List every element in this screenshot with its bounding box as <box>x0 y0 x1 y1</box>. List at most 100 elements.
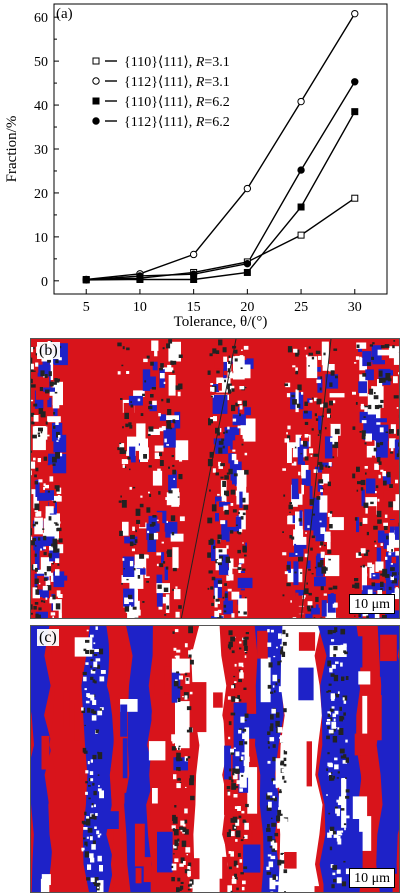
grain-boundary-speckle <box>332 831 336 835</box>
grain-patch <box>362 351 372 367</box>
grain-boundary-speckle <box>81 707 84 711</box>
grain-boundary-speckle <box>35 512 39 517</box>
grain-patch <box>53 575 68 581</box>
grain-patch <box>159 369 165 388</box>
grain-boundary-speckle <box>371 356 374 360</box>
grain-boundary-speckle <box>173 549 176 552</box>
grain-boundary-speckle <box>178 747 180 750</box>
grain-boundary-speckle <box>230 890 233 892</box>
grain-patch <box>321 600 327 617</box>
grain-boundary-speckle <box>345 777 347 779</box>
grain-boundary-speckle <box>40 600 44 603</box>
grain-boundary-speckle <box>332 427 337 430</box>
grain-boundary-speckle <box>367 562 372 568</box>
grain-boundary-speckle <box>40 412 46 417</box>
grain-boundary-speckle <box>34 481 38 485</box>
grain-boundary-speckle <box>177 686 181 689</box>
grain-boundary-speckle <box>43 551 47 556</box>
grain-patch <box>172 547 179 569</box>
grain-boundary-speckle <box>232 816 238 823</box>
grain-boundary-speckle <box>95 626 98 630</box>
legend-marker-3 <box>92 97 100 105</box>
grain-boundary-speckle <box>228 355 231 359</box>
grain-boundary-speckle <box>223 610 227 613</box>
grain-patch <box>53 590 61 597</box>
grain-patch <box>395 494 399 502</box>
grain-boundary-speckle <box>220 380 225 383</box>
grain-boundary-speckle <box>343 712 346 716</box>
grain-boundary-speckle <box>94 680 97 684</box>
grain-boundary-speckle <box>391 549 393 552</box>
grain-patch <box>44 571 50 579</box>
grain-boundary-speckle <box>287 425 291 430</box>
grain-boundary-speckle <box>47 359 51 363</box>
grain-boundary-speckle <box>31 347 34 353</box>
grain-boundary-speckle <box>177 496 180 498</box>
grain-boundary-speckle <box>328 812 331 815</box>
grain-boundary-speckle <box>31 421 35 425</box>
grain-boundary-speckle <box>127 456 131 460</box>
grain-boundary-speckle <box>326 719 331 722</box>
grain-boundary-speckle <box>236 531 239 534</box>
grain-boundary-speckle <box>178 702 184 710</box>
grain-boundary-speckle <box>208 570 213 574</box>
grain-boundary-speckle <box>332 736 338 743</box>
grain-boundary-speckle <box>391 582 394 584</box>
grain-boundary-speckle <box>53 412 56 415</box>
grain-boundary-speckle <box>55 558 60 563</box>
grain-boundary-speckle <box>267 642 272 647</box>
grain-patch <box>327 535 331 550</box>
grain-boundary-speckle <box>218 549 223 553</box>
grain-boundary-speckle <box>323 360 326 363</box>
ebsd-map-c-image <box>31 626 399 892</box>
grain-patch <box>122 521 130 536</box>
grain-boundary-speckle <box>177 391 181 397</box>
grain-boundary-speckle <box>300 440 303 445</box>
grain-boundary-speckle <box>240 559 244 564</box>
grain-boundary-speckle <box>31 489 35 495</box>
grain-boundary-speckle <box>85 791 88 795</box>
grain-boundary-speckle <box>356 466 360 472</box>
grain-boundary-speckle <box>218 339 223 346</box>
grain-patch <box>394 439 399 460</box>
grain-boundary-speckle <box>363 502 369 508</box>
grain-patch <box>375 561 379 572</box>
grain-boundary-speckle <box>93 642 96 645</box>
grain-boundary-speckle <box>48 371 52 377</box>
grain-boundary-speckle <box>167 409 172 415</box>
grain-boundary-speckle <box>187 866 191 870</box>
grain-boundary-speckle <box>374 463 379 470</box>
grain-boundary-speckle <box>34 602 39 605</box>
grain-boundary-speckle <box>190 659 194 665</box>
grain-boundary-speckle <box>207 517 213 524</box>
grain-patch <box>232 568 239 575</box>
grain-boundary-speckle <box>189 778 194 786</box>
grain-patch <box>390 519 395 535</box>
grain-boundary-speckle <box>158 491 161 495</box>
grain-boundary-speckle <box>35 567 38 572</box>
grain-boundary-speckle <box>380 543 383 546</box>
grain-boundary-speckle <box>220 463 225 467</box>
grain-boundary-speckle <box>343 823 347 826</box>
grain-boundary-speckle <box>94 654 98 656</box>
grain-boundary-speckle <box>332 865 338 870</box>
grain-boundary-speckle <box>174 839 179 847</box>
ebsd-map-b-image <box>31 339 399 618</box>
grain-boundary-speckle <box>172 814 176 821</box>
grain-boundary-speckle <box>83 827 88 830</box>
grain-patch <box>159 549 172 561</box>
grain-boundary-speckle <box>164 438 167 443</box>
grain-boundary-speckle <box>398 372 399 375</box>
grain-patch <box>147 376 156 389</box>
grain-boundary-speckle <box>152 400 157 406</box>
grain-boundary-speckle <box>242 728 247 732</box>
grain-patch <box>295 589 304 596</box>
grain-boundary-speckle <box>84 724 86 726</box>
grain-boundary-speckle <box>122 464 125 468</box>
grain-boundary-speckle <box>282 594 285 597</box>
grain-boundary-speckle <box>47 490 50 493</box>
grain-patch <box>296 536 308 545</box>
grain-boundary-speckle <box>319 520 322 523</box>
grain-boundary-speckle <box>124 597 129 604</box>
grain-boundary-speckle <box>183 734 186 738</box>
